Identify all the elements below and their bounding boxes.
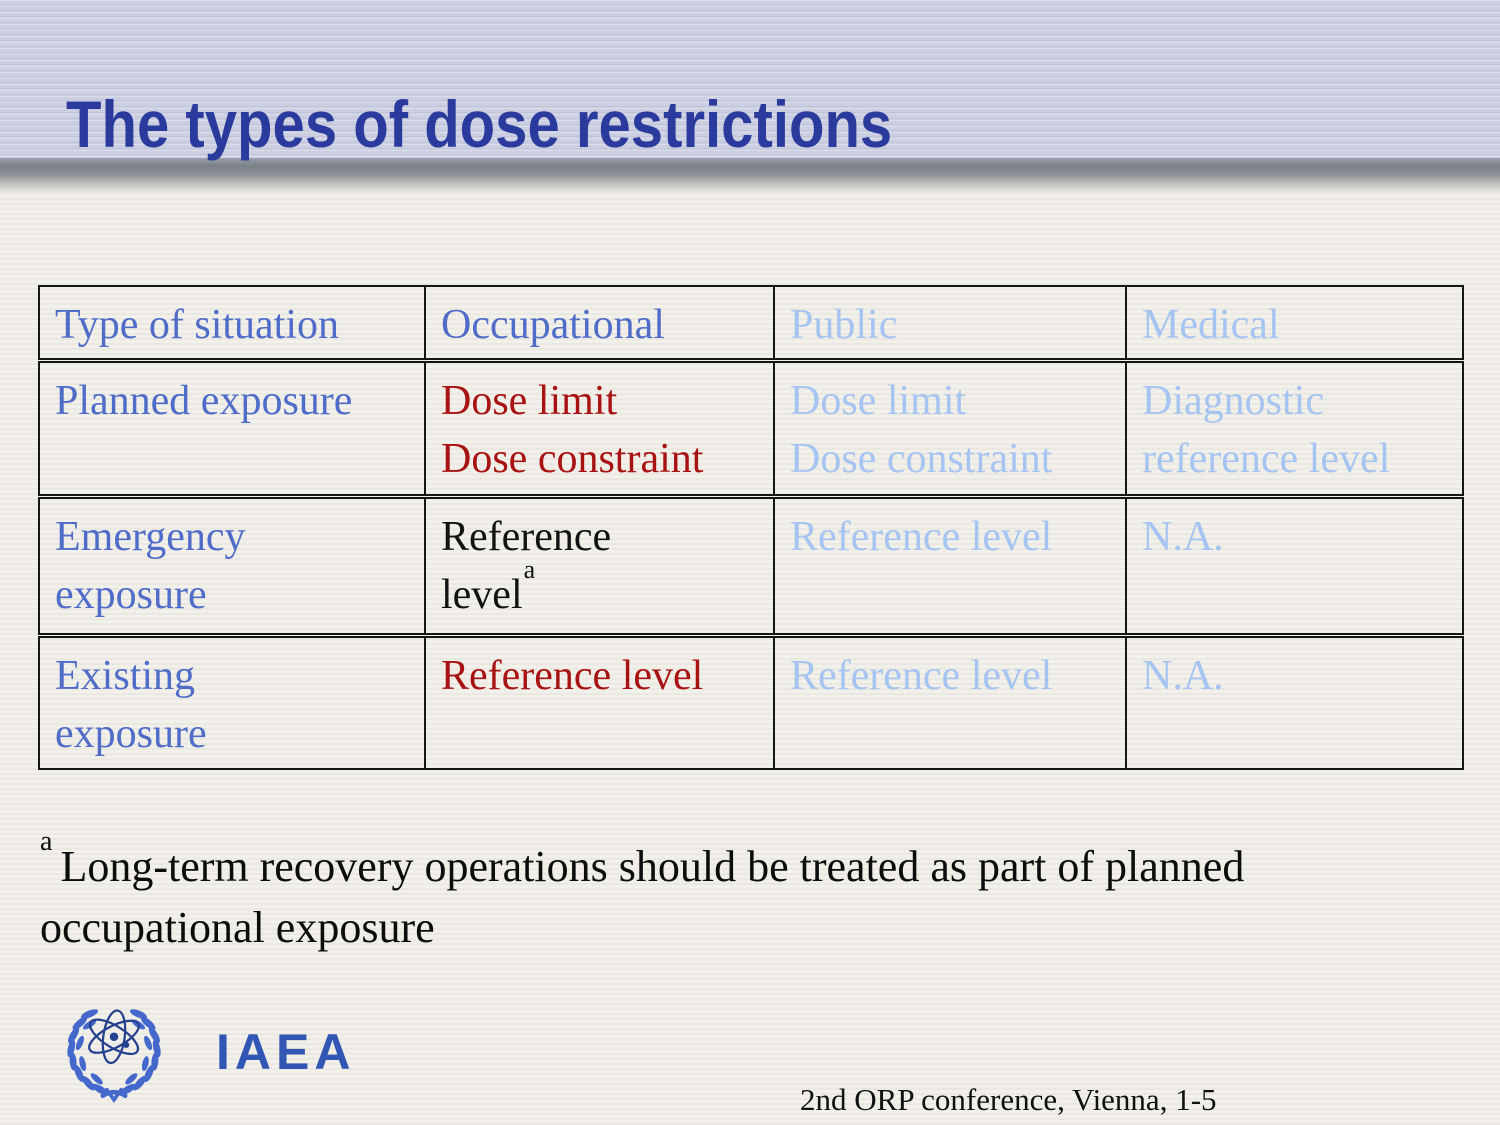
dose-restrictions-table: Type of situation Occupational Public Me…	[38, 285, 1464, 770]
cell-planned-public: Dose limit Dose constraint	[773, 358, 1126, 497]
cell-planned-medical: Diagnostic reference level	[1125, 358, 1463, 497]
cell-planned-situation: Planned exposure	[39, 358, 425, 497]
title-band-shadow	[0, 158, 1500, 194]
cell-emergency-situation: Emergency exposure	[39, 494, 425, 636]
footnote-text: Long-term recovery operations should be …	[40, 842, 1245, 952]
footnote-marker: a	[40, 826, 53, 858]
footer-conference-label: 2nd ORP conference, Vienna, 1-5	[800, 1082, 1217, 1117]
page-title: The types of dose restrictions	[66, 87, 893, 162]
col-header-type-of-situation: Type of situation	[55, 302, 340, 348]
cell-existing-situation: Existing exposure	[39, 633, 425, 769]
cell-planned-occupational: Dose limit Dose constraint	[424, 358, 774, 497]
cell-existing-public: Reference level	[773, 633, 1126, 769]
table-row-emergency: Emergency exposure Reference levela Refe…	[39, 494, 1463, 636]
cell-emergency-public: Reference level	[773, 494, 1126, 636]
iaea-emblem-icon	[67, 1009, 161, 1103]
cell-existing-medical: N.A.	[1125, 633, 1463, 769]
title-band	[0, 0, 1500, 158]
iaea-logo-text: IAEA	[216, 1024, 356, 1080]
cell-emergency-medical: N.A.	[1125, 494, 1463, 636]
footnote-ref-a: a	[523, 555, 536, 584]
table-row-planned: Planned exposure Dose limit Dose constra…	[39, 358, 1463, 497]
table-row-existing: Existing exposure Reference level Refere…	[39, 633, 1463, 769]
col-header-medical: Medical	[1125, 286, 1463, 361]
cell-emergency-occupational: Reference levela	[424, 494, 774, 636]
cell-existing-occupational: Reference level	[424, 633, 774, 769]
col-header-public: Public	[773, 286, 1126, 361]
footnote: aLong-term recovery operations should be…	[40, 828, 1464, 958]
col-header-occupational: Occupational	[424, 286, 774, 361]
table-header-row: Type of situation Occupational Public Me…	[39, 286, 1463, 361]
iaea-logo: IAEA	[56, 996, 355, 1104]
